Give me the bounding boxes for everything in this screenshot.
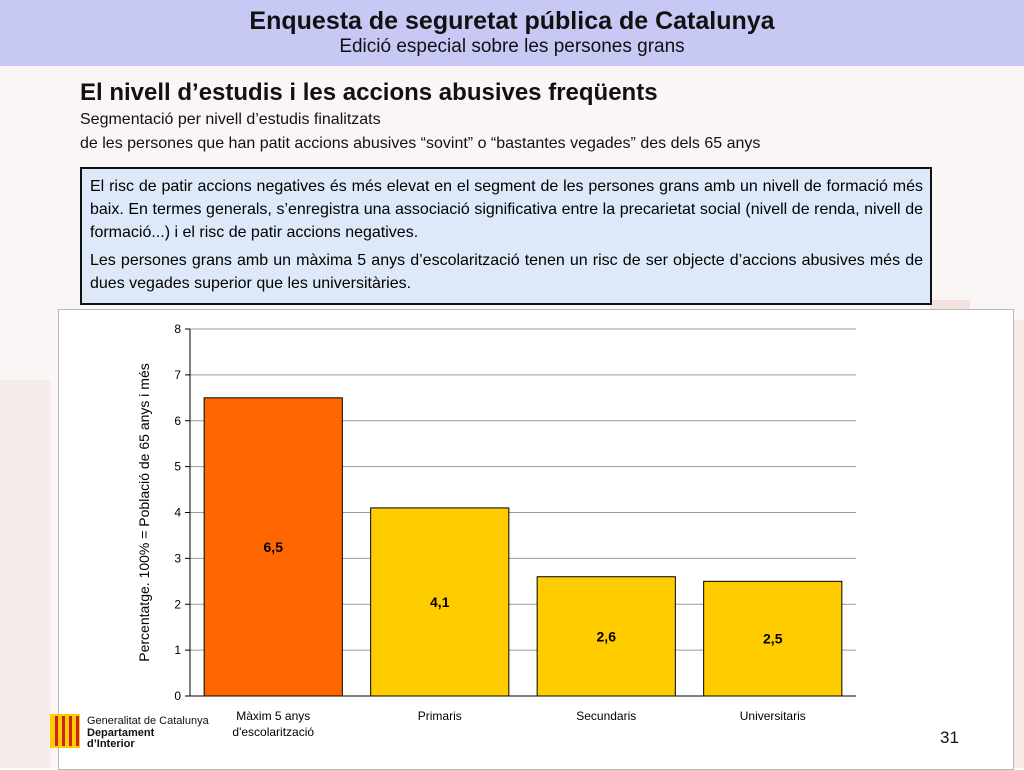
bar-chart: 0 1 2 3 4 5 6 7 8 Percentatge. 100% = Població de… xyxy=(136,322,856,739)
x-tick-label-3: Universitaris xyxy=(740,709,806,723)
survey-subtitle: Edició especial sobre les persones grans xyxy=(339,36,685,57)
y-tick-label-6: 6 xyxy=(174,414,181,428)
org-line-2: Departament xyxy=(87,726,155,739)
y-tick-label-3: 3 xyxy=(174,551,181,565)
info-paragraph-1: El risc de patir accions negatives és mé… xyxy=(90,178,923,241)
org-line-1: Generalitat de Catalunya xyxy=(87,715,209,727)
y-tick-label-7: 7 xyxy=(174,368,181,382)
y-tick-label-2: 2 xyxy=(174,597,181,611)
x-tick-label-0-line-1: d'escolarització xyxy=(232,725,314,739)
data-label-2: 2,6 xyxy=(597,628,617,644)
data-label-3: 2,5 xyxy=(763,631,783,647)
data-label-1: 4,1 xyxy=(430,594,450,610)
chart-panel: 0 1 2 3 4 5 6 7 8 Percentatge. 100% = Població de… xyxy=(58,309,1014,770)
y-axis-label: Percentatge. 100% = Població de 65 anys … xyxy=(136,363,152,661)
survey-title: Enquesta de seguretat pública de Catalun… xyxy=(249,7,775,35)
bar-2 xyxy=(536,576,676,697)
bar-3 xyxy=(703,580,843,697)
slide-header: Enquesta de seguretat pública de Catalun… xyxy=(0,0,1024,66)
x-tick-label-1: Primaris xyxy=(418,709,462,723)
section-title: El nivell d’estudis i les accions abusiv… xyxy=(80,79,658,106)
info-box: El risc de patir accions negatives és mé… xyxy=(80,167,932,305)
y-tick-label-1: 1 xyxy=(174,643,181,657)
x-tick-label-0-line-0: Màxim 5 anys xyxy=(236,709,310,723)
data-label-0: 6,5 xyxy=(264,539,284,555)
segmentation-line-1: Segmentació per nivell d’estudis finalit… xyxy=(80,111,381,128)
x-tick-label-2: Secundaris xyxy=(576,709,636,723)
page-number: 31 xyxy=(940,728,959,747)
y-tick-label-8: 8 xyxy=(174,322,181,336)
y-tick-label-4: 4 xyxy=(174,506,181,520)
segmentation-line-2: de les persones que han patit accions ab… xyxy=(80,135,761,152)
bar-1 xyxy=(370,507,510,697)
generalitat-logo-icon xyxy=(50,714,80,748)
bar-0 xyxy=(203,397,343,697)
y-tick-label-5: 5 xyxy=(174,460,181,474)
info-paragraph-2: Les persones grans amb un màxima 5 anys … xyxy=(90,252,923,292)
organization-name: Generalitat de Catalunya Departament d’I… xyxy=(87,715,209,751)
y-tick-label-0: 0 xyxy=(174,689,181,703)
org-line-3: d’Interior xyxy=(87,738,135,750)
